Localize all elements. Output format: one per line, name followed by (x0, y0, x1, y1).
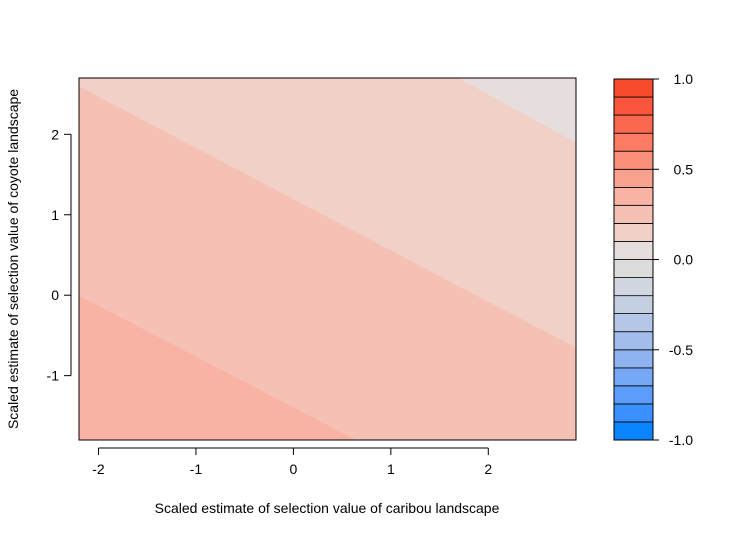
legend-tick-label: 1.0 (674, 71, 694, 87)
y-axis-label: Scaled estimate of selection value of co… (5, 89, 21, 429)
legend-tick-label: 0.0 (674, 252, 694, 268)
contour-regions (79, 78, 576, 440)
legend-swatch (613, 277, 654, 297)
legend-swatch (613, 367, 654, 387)
legend-swatch (613, 150, 654, 170)
legend-swatch (613, 295, 654, 315)
legend-tick-label: -1.0 (669, 432, 693, 448)
x-axis-label: Scaled estimate of selection value of ca… (155, 500, 500, 516)
legend-tick-label: -0.5 (669, 342, 693, 358)
legend-swatch (613, 132, 654, 152)
legend-swatch (613, 403, 654, 423)
y-axis: -1 0 1 2 (47, 126, 72, 384)
x-tick-label: 2 (484, 461, 492, 477)
legend-swatch (613, 421, 654, 441)
x-tick-label: -1 (190, 461, 203, 477)
legend-swatch (613, 204, 654, 224)
x-tick-label: 1 (387, 461, 395, 477)
legend-swatch (613, 114, 654, 134)
legend-swatch (613, 313, 654, 333)
y-tick-label: 2 (51, 126, 59, 142)
x-axis: -2 -1 0 1 2 (92, 447, 492, 477)
contour-region-4 (458, 78, 576, 143)
y-tick-label: 1 (51, 207, 59, 223)
legend-swatch (613, 331, 654, 351)
legend-swatch (613, 259, 654, 279)
legend-swatch (613, 222, 654, 242)
legend-swatch (613, 186, 654, 206)
legend-swatch (613, 241, 654, 260)
x-tick-label: 0 (289, 461, 297, 477)
y-tick-label: 0 (51, 287, 59, 303)
legend-swatch (613, 385, 654, 405)
plot-border (78, 77, 577, 441)
x-tick-label: -2 (92, 461, 105, 477)
legend-swatch (613, 349, 654, 369)
legend-swatch (613, 96, 654, 116)
legend-tick-label: 0.5 (674, 161, 694, 177)
legend-swatch (613, 168, 654, 188)
y-tick-label: -1 (47, 368, 60, 384)
contour-region-2 (79, 85, 576, 440)
legend-swatch (613, 78, 654, 98)
color-legend: 1.0 0.5 0.0 -0.5 -1.0 (613, 71, 694, 448)
